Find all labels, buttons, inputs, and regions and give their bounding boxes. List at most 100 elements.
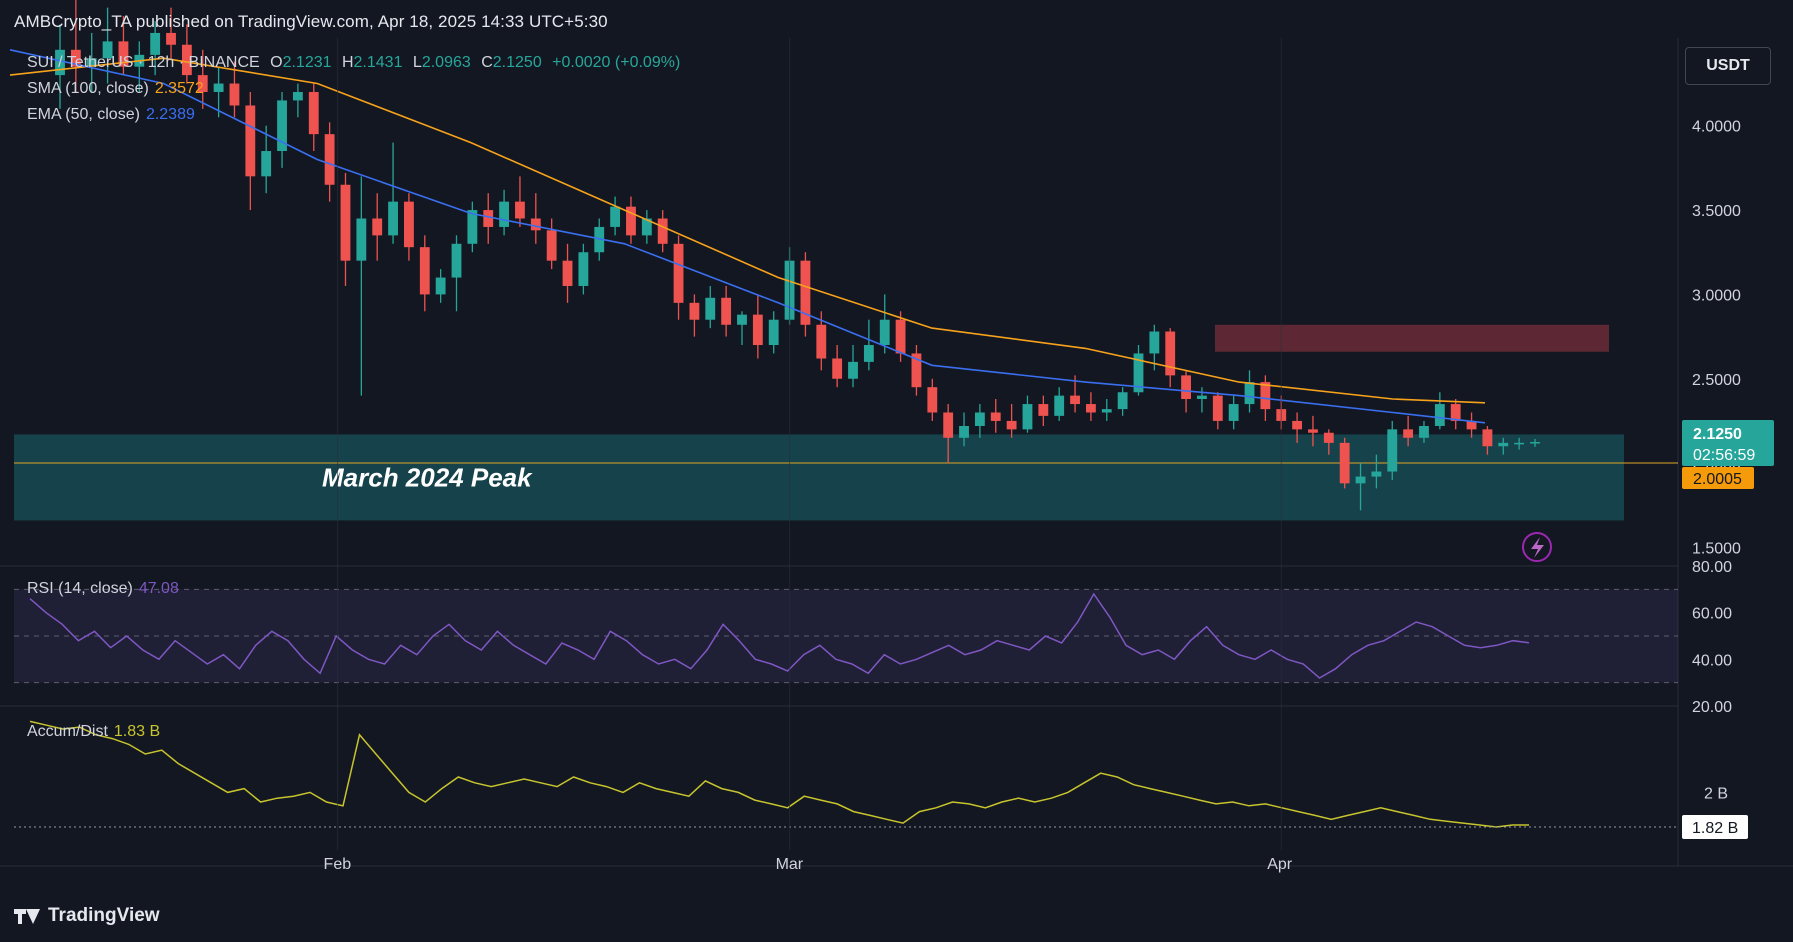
candle xyxy=(800,252,811,337)
candle-body xyxy=(1387,429,1398,472)
candle-body xyxy=(832,358,843,379)
candle xyxy=(277,91,287,168)
supply-zone xyxy=(1215,324,1609,352)
ad-label: Accum/Dist xyxy=(27,723,108,740)
candle-body xyxy=(451,243,462,278)
candle xyxy=(1387,420,1398,480)
price-axis-label: 1.5000 xyxy=(1692,540,1741,557)
candle xyxy=(1530,438,1540,447)
candle-body xyxy=(1181,375,1191,399)
candle xyxy=(1165,328,1176,388)
candle-body xyxy=(388,201,398,236)
close-label: C xyxy=(481,54,493,71)
low-label: L xyxy=(412,54,422,71)
candle-body xyxy=(927,387,938,413)
candle xyxy=(86,32,97,92)
candle-body xyxy=(356,218,367,261)
candle-body xyxy=(1054,395,1065,416)
ema-value: 2.2389 xyxy=(145,106,195,123)
rsi-value: 47.08 xyxy=(138,580,179,597)
symbol-name[interactable]: SUI / TetherUS · 12h · BINANCE xyxy=(27,54,260,71)
candle xyxy=(1339,437,1350,489)
time-axis-label: Feb xyxy=(324,856,352,873)
candle xyxy=(974,404,985,438)
candle xyxy=(483,193,494,244)
candle-body xyxy=(641,218,652,236)
sma-legend[interactable]: SMA (100, close) 2.3572 xyxy=(27,80,210,98)
rsi-axis-label: 60.00 xyxy=(1692,606,1732,623)
candle xyxy=(324,122,335,202)
ad-legend[interactable]: Accum/Dist 1.83 B xyxy=(27,723,166,741)
candle xyxy=(1308,415,1318,447)
candle-body xyxy=(86,58,97,67)
candle-body xyxy=(610,206,621,227)
candle xyxy=(197,49,208,109)
candle-body xyxy=(1038,404,1049,416)
candle xyxy=(451,235,462,312)
candle-body xyxy=(530,218,541,231)
candle xyxy=(261,125,272,194)
open-value: 2.1231 xyxy=(282,54,332,71)
candle-body xyxy=(372,218,383,236)
candle-body xyxy=(1466,420,1477,430)
candle xyxy=(768,311,779,354)
candle-body xyxy=(1339,442,1350,484)
candle xyxy=(181,24,192,84)
ema-legend[interactable]: EMA (50, close) 2.2389 xyxy=(27,106,201,124)
candle xyxy=(70,0,81,92)
sma-value: 2.3572 xyxy=(154,80,204,97)
candle-body xyxy=(1355,476,1366,484)
candle xyxy=(1292,412,1303,443)
candle-body xyxy=(197,75,208,92)
candle-body xyxy=(895,319,906,354)
currency-unit-button[interactable]: USDT xyxy=(1685,47,1771,85)
candle xyxy=(737,311,747,346)
candle-body xyxy=(404,201,414,248)
candle xyxy=(721,285,732,337)
candle-body xyxy=(277,100,287,152)
candle-body xyxy=(848,361,858,379)
candle-body xyxy=(1085,404,1096,413)
candle-body xyxy=(1165,331,1176,376)
candle xyxy=(911,345,922,396)
candle xyxy=(1101,398,1112,421)
candle xyxy=(959,412,969,447)
candle-body xyxy=(467,210,478,244)
candle-body xyxy=(1419,425,1429,438)
candle-body xyxy=(245,105,256,177)
change-value: +0.0020 (+0.09%) xyxy=(552,54,681,71)
rsi-label: RSI (14, close) xyxy=(27,580,133,597)
rsi-legend[interactable]: RSI (14, close) 47.08 xyxy=(27,580,185,598)
candle-body xyxy=(578,252,589,286)
candle xyxy=(990,398,1001,433)
candle-body xyxy=(1482,429,1493,447)
candle xyxy=(1197,387,1207,413)
candle-body xyxy=(546,230,557,261)
candle xyxy=(1006,404,1017,438)
support-zone xyxy=(14,434,1624,521)
candle xyxy=(372,193,383,261)
candle xyxy=(1244,370,1255,413)
candle xyxy=(943,404,954,464)
candle xyxy=(1514,437,1525,450)
ad-last-tag xyxy=(1682,814,1748,839)
candle-body xyxy=(1006,420,1017,430)
candle-body xyxy=(1244,382,1255,405)
candle-body xyxy=(1434,404,1445,426)
candle xyxy=(499,189,510,236)
level-price-value: 2.0005 xyxy=(1693,471,1742,488)
candle-body xyxy=(1070,395,1080,405)
candle-body xyxy=(626,206,636,236)
rsi-axis-label: 40.00 xyxy=(1692,652,1732,669)
candle-body xyxy=(1228,404,1239,421)
candle-body xyxy=(721,297,732,325)
candle xyxy=(705,285,716,329)
candle xyxy=(340,172,351,286)
candle xyxy=(515,176,525,227)
symbol-legend: SUI / TetherUS · 12h · BINANCE O2.1231 H… xyxy=(27,54,686,72)
tradingview-logo[interactable]: TradingView xyxy=(14,905,160,927)
candle-body xyxy=(990,412,1001,421)
candle xyxy=(1117,387,1128,416)
price-axis-label: 3.0000 xyxy=(1692,287,1741,304)
